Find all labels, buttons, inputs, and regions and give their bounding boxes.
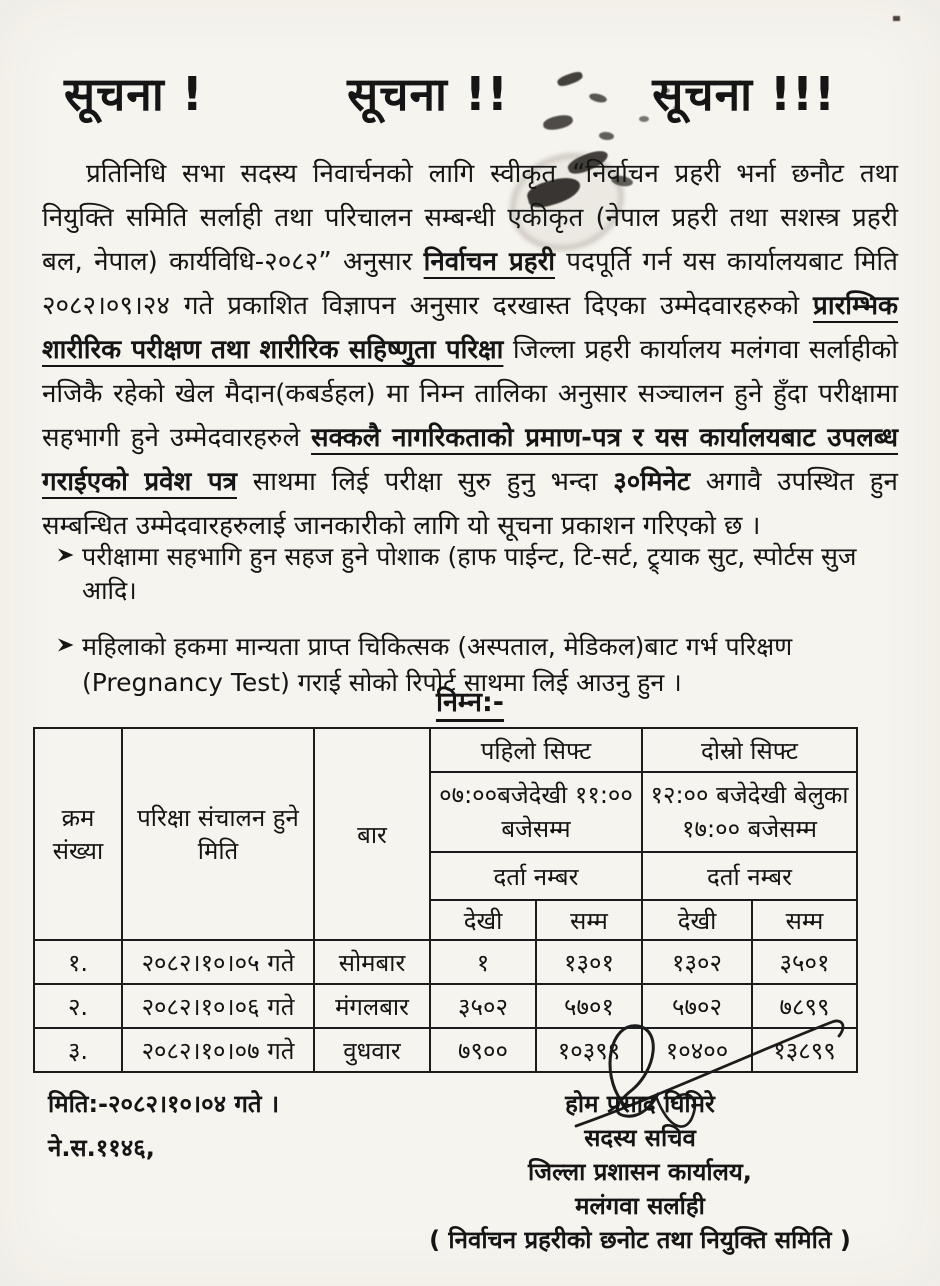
table-heading: निम्न:- <box>435 687 505 718</box>
cell-sn: २. <box>33 983 123 1029</box>
bullet-text: परीक्षामा सहभागि हुन सहज हुने पोशाक (हाफ… <box>82 542 857 605</box>
signatory-name: होम प्रसाद घिमिरे <box>565 1090 715 1118</box>
signatory-title: सदस्य सचिव <box>584 1124 696 1152</box>
footer-signature-block: होम प्रसाद घिमिरे सदस्य सचिव जिल्ला प्रश… <box>400 1088 880 1258</box>
title-1: सूचना ! <box>64 67 204 121</box>
bullet-text: महिलाको हकमा मान्यता प्राप्त चिकित्सक (अ… <box>82 632 793 661</box>
committee-name: ( निर्वाचन प्रहरीको छनोट तथा नियुक्ति सम… <box>429 1226 851 1254</box>
cell-s2-from: १०४०० <box>641 1027 753 1073</box>
para-seg: जिल्ला प्रहरी कार्यालय मलंगवा सर्लाहीको … <box>42 335 898 453</box>
cell-s1-from: ३५०२ <box>429 983 537 1029</box>
header-regno-shift1: दर्ता नम्बर <box>429 851 643 901</box>
para-seg-30min: ३०मिनेट <box>613 467 691 497</box>
cell-s2-from: १३०२ <box>641 939 753 985</box>
table-row: २. २०८२।१०।०६ गते मंगलबार ३५०२ ५७०१ ५७०२… <box>33 983 858 1029</box>
scan-speck <box>893 16 900 21</box>
header-exam-date: परिक्षा संचालन हुने मिति <box>121 727 315 941</box>
office-location: मलंगवा सर्लाही <box>575 1192 705 1220</box>
title-row: सूचना ! सूचना !! सूचना !!! <box>64 62 836 124</box>
arrowhead-bullet-icon <box>56 545 82 565</box>
bullet-continuation: (Pregnancy Test) गराई सोको रिपोर्ट साथमा… <box>82 668 682 697</box>
header-to: सम्म <box>535 899 643 941</box>
cell-day: सोमबार <box>313 939 431 985</box>
cell-date: २०८२।१०।०५ गते <box>121 939 315 985</box>
title-2: सूचना !! <box>347 67 509 121</box>
cell-s1-from: १ <box>429 939 537 985</box>
header-from: देखी <box>429 899 537 941</box>
para-seg: प्रतिनिधि सभा सदस्य निवार्चनको लागि स्वी… <box>42 159 898 277</box>
reference-number: ने.स.११४६, <box>48 1134 155 1162</box>
arrowhead-bullet-icon <box>56 635 82 655</box>
para-seg: साथमा लिई परीक्षा सुरु हुनु भन्दा <box>236 467 614 497</box>
cell-s2-to: ३५०१ <box>751 939 858 985</box>
cell-day: मंगलबार <box>313 983 431 1029</box>
exam-schedule-table: क्रम संख्या परिक्षा संचालन हुने मिति बार… <box>33 727 858 1073</box>
cell-sn: ३. <box>33 1027 123 1073</box>
cell-s1-from: ७९०० <box>429 1027 537 1073</box>
header-shift2: दोस्रो सिफ्ट <box>641 727 858 773</box>
header-shift1-time: ०७:००बजेदेखी ११:०० बजेसम्म <box>429 771 643 853</box>
header-shift2-time: १२:०० बजेदेखी बेलुका १७:०० बजेसम्म <box>641 771 858 853</box>
header-to: सम्म <box>751 899 858 941</box>
footer-left-block: मिति:-२०८२।१०।०४ गते । ने.स.११४६, <box>48 1082 279 1170</box>
notice-date: मिति:-२०८२।१०।०४ गते । <box>48 1090 280 1118</box>
cell-day: वुधवार <box>313 1027 431 1073</box>
cell-date: २०८२।१०।०६ गते <box>121 983 315 1029</box>
para-seg-election-police: निर्वाचन प्रहरी <box>423 247 555 277</box>
cell-sn: १. <box>33 939 123 985</box>
header-regno-shift2: दर्ता नम्बर <box>641 851 858 901</box>
office-name: जिल्ला प्रशासन कार्यालय, <box>528 1158 752 1186</box>
cell-date: २०८२।१०।०७ गते <box>121 1027 315 1073</box>
cell-s1-to: १३०१ <box>535 939 643 985</box>
cell-s1-to: १०३९९ <box>535 1027 643 1073</box>
header-shift1: पहिलो सिफ्ट <box>429 727 643 773</box>
cell-s1-to: ५७०१ <box>535 983 643 1029</box>
para-seg-physical-test: प्रारम्भिक शारीरिक परीक्षण तथा शारीरिक स… <box>42 291 898 365</box>
handwritten-signature-icon <box>560 1002 860 1142</box>
table-row: ३. २०८२।१०।०७ गते वुधवार ७९०० १०३९९ १०४०… <box>33 1027 858 1073</box>
bullet-item-dress: परीक्षामा सहभागि हुन सहज हुने पोशाक (हाफ… <box>56 540 896 608</box>
cell-s2-to: १३८९९ <box>751 1027 858 1073</box>
bullet-item-pregnancy: महिलाको हकमा मान्यता प्राप्त चिकित्सक (अ… <box>56 630 896 664</box>
para-seg: पदपूर्ति गर्न यस कार्यालयबाट मिति २०८२।०… <box>42 247 898 321</box>
table-row: १. २०८२।१०।०५ गते सोमबार १ १३०१ १३०२ ३५०… <box>33 939 858 985</box>
header-from: देखी <box>641 899 753 941</box>
para-seg: अगावै उपस्थित हुन सम्बन्धित उम्मेदवारहरु… <box>42 467 898 541</box>
para-seg-citizenship: सक्कलै नागरिकताको प्रमाण-पत्र र यस कार्य… <box>42 423 898 497</box>
title-3: सूचना !!! <box>652 67 836 121</box>
header-serial: क्रम संख्या <box>33 727 123 941</box>
header-day: बार <box>313 727 431 941</box>
notice-body-paragraph: प्रतिनिधि सभा सदस्य निवार्चनको लागि स्वी… <box>42 152 898 548</box>
cell-s2-from: ५७०२ <box>641 983 753 1029</box>
bullet-list: परीक्षामा सहभागि हुन सहज हुने पोशाक (हाफ… <box>56 540 896 700</box>
